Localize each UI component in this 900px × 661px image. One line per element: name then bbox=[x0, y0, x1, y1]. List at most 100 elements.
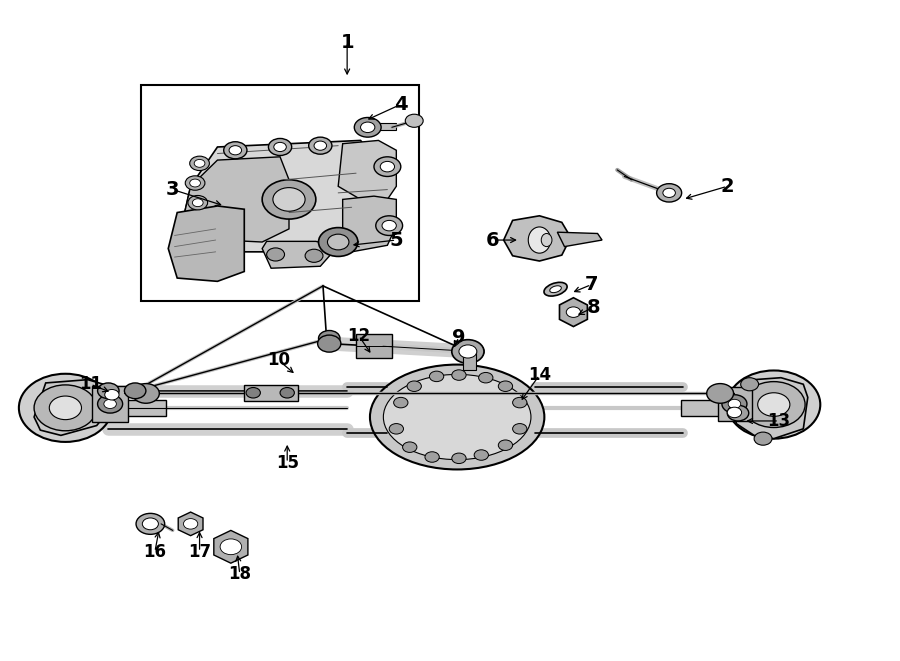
Circle shape bbox=[382, 220, 396, 231]
Circle shape bbox=[318, 335, 341, 352]
Text: 8: 8 bbox=[586, 298, 600, 317]
Circle shape bbox=[452, 340, 484, 364]
Text: 7: 7 bbox=[585, 275, 598, 294]
Ellipse shape bbox=[541, 233, 552, 247]
Polygon shape bbox=[182, 140, 387, 252]
Circle shape bbox=[34, 385, 96, 431]
Text: 16: 16 bbox=[143, 543, 166, 561]
Circle shape bbox=[328, 234, 349, 250]
Text: 18: 18 bbox=[229, 565, 251, 583]
Circle shape bbox=[194, 159, 205, 167]
Circle shape bbox=[727, 407, 742, 418]
Text: 2: 2 bbox=[721, 176, 734, 196]
Polygon shape bbox=[182, 157, 289, 242]
Circle shape bbox=[124, 383, 146, 399]
Circle shape bbox=[566, 307, 580, 317]
Circle shape bbox=[405, 114, 423, 128]
Polygon shape bbox=[168, 206, 244, 282]
Polygon shape bbox=[560, 297, 588, 327]
Circle shape bbox=[97, 383, 119, 399]
Circle shape bbox=[513, 424, 526, 434]
Circle shape bbox=[429, 371, 444, 381]
Circle shape bbox=[513, 397, 526, 408]
Circle shape bbox=[425, 451, 439, 462]
Circle shape bbox=[268, 138, 292, 155]
Circle shape bbox=[376, 215, 402, 235]
Ellipse shape bbox=[383, 374, 531, 459]
Polygon shape bbox=[214, 530, 248, 563]
Circle shape bbox=[230, 145, 241, 155]
Text: 4: 4 bbox=[394, 95, 408, 114]
Bar bbox=[356, 334, 392, 358]
Circle shape bbox=[479, 372, 493, 383]
Circle shape bbox=[319, 330, 340, 346]
Circle shape bbox=[474, 449, 489, 460]
Polygon shape bbox=[343, 196, 396, 252]
Circle shape bbox=[355, 118, 381, 137]
Circle shape bbox=[19, 373, 112, 442]
Circle shape bbox=[741, 377, 759, 391]
Circle shape bbox=[374, 157, 400, 176]
Text: 14: 14 bbox=[528, 366, 551, 384]
Ellipse shape bbox=[544, 282, 567, 296]
Polygon shape bbox=[734, 377, 808, 439]
Circle shape bbox=[461, 343, 484, 360]
Circle shape bbox=[190, 156, 210, 171]
Circle shape bbox=[190, 179, 201, 187]
Polygon shape bbox=[557, 232, 602, 247]
Text: 1: 1 bbox=[340, 32, 354, 52]
Circle shape bbox=[132, 383, 159, 403]
Ellipse shape bbox=[370, 365, 544, 469]
Bar bbox=[680, 400, 739, 416]
Bar bbox=[244, 385, 298, 401]
Circle shape bbox=[274, 142, 286, 151]
Circle shape bbox=[104, 389, 119, 400]
Text: 10: 10 bbox=[266, 351, 290, 369]
Circle shape bbox=[224, 141, 247, 159]
Polygon shape bbox=[34, 379, 110, 436]
Circle shape bbox=[188, 196, 208, 210]
Text: 11: 11 bbox=[79, 375, 102, 393]
Circle shape bbox=[273, 188, 305, 212]
Circle shape bbox=[380, 161, 394, 172]
Circle shape bbox=[706, 383, 733, 403]
Circle shape bbox=[280, 387, 294, 398]
Circle shape bbox=[389, 424, 403, 434]
Circle shape bbox=[262, 180, 316, 219]
Ellipse shape bbox=[528, 227, 551, 253]
Circle shape bbox=[742, 381, 806, 428]
Circle shape bbox=[407, 381, 421, 391]
Circle shape bbox=[727, 405, 749, 421]
Text: 9: 9 bbox=[452, 328, 465, 346]
Ellipse shape bbox=[550, 286, 562, 293]
Circle shape bbox=[319, 227, 358, 256]
Circle shape bbox=[184, 519, 198, 529]
Polygon shape bbox=[262, 241, 332, 268]
Circle shape bbox=[314, 141, 327, 150]
Circle shape bbox=[722, 395, 747, 413]
Text: 15: 15 bbox=[275, 454, 299, 472]
Polygon shape bbox=[504, 215, 571, 261]
Bar bbox=[374, 124, 396, 130]
Circle shape bbox=[459, 345, 477, 358]
Bar bbox=[141, 85, 419, 301]
Circle shape bbox=[663, 188, 675, 198]
Circle shape bbox=[361, 122, 375, 133]
Circle shape bbox=[657, 184, 681, 202]
Circle shape bbox=[309, 137, 332, 154]
Circle shape bbox=[393, 397, 408, 408]
Text: 17: 17 bbox=[188, 543, 212, 561]
Circle shape bbox=[97, 395, 122, 413]
Bar bbox=[108, 400, 166, 416]
Circle shape bbox=[727, 370, 820, 439]
Bar bbox=[92, 386, 128, 422]
Circle shape bbox=[266, 248, 284, 261]
Circle shape bbox=[142, 518, 158, 529]
Circle shape bbox=[452, 453, 466, 463]
Circle shape bbox=[499, 381, 513, 391]
Circle shape bbox=[136, 514, 165, 534]
Text: 13: 13 bbox=[768, 412, 791, 430]
Circle shape bbox=[499, 440, 513, 450]
Bar bbox=[718, 387, 752, 421]
Circle shape bbox=[452, 369, 466, 380]
